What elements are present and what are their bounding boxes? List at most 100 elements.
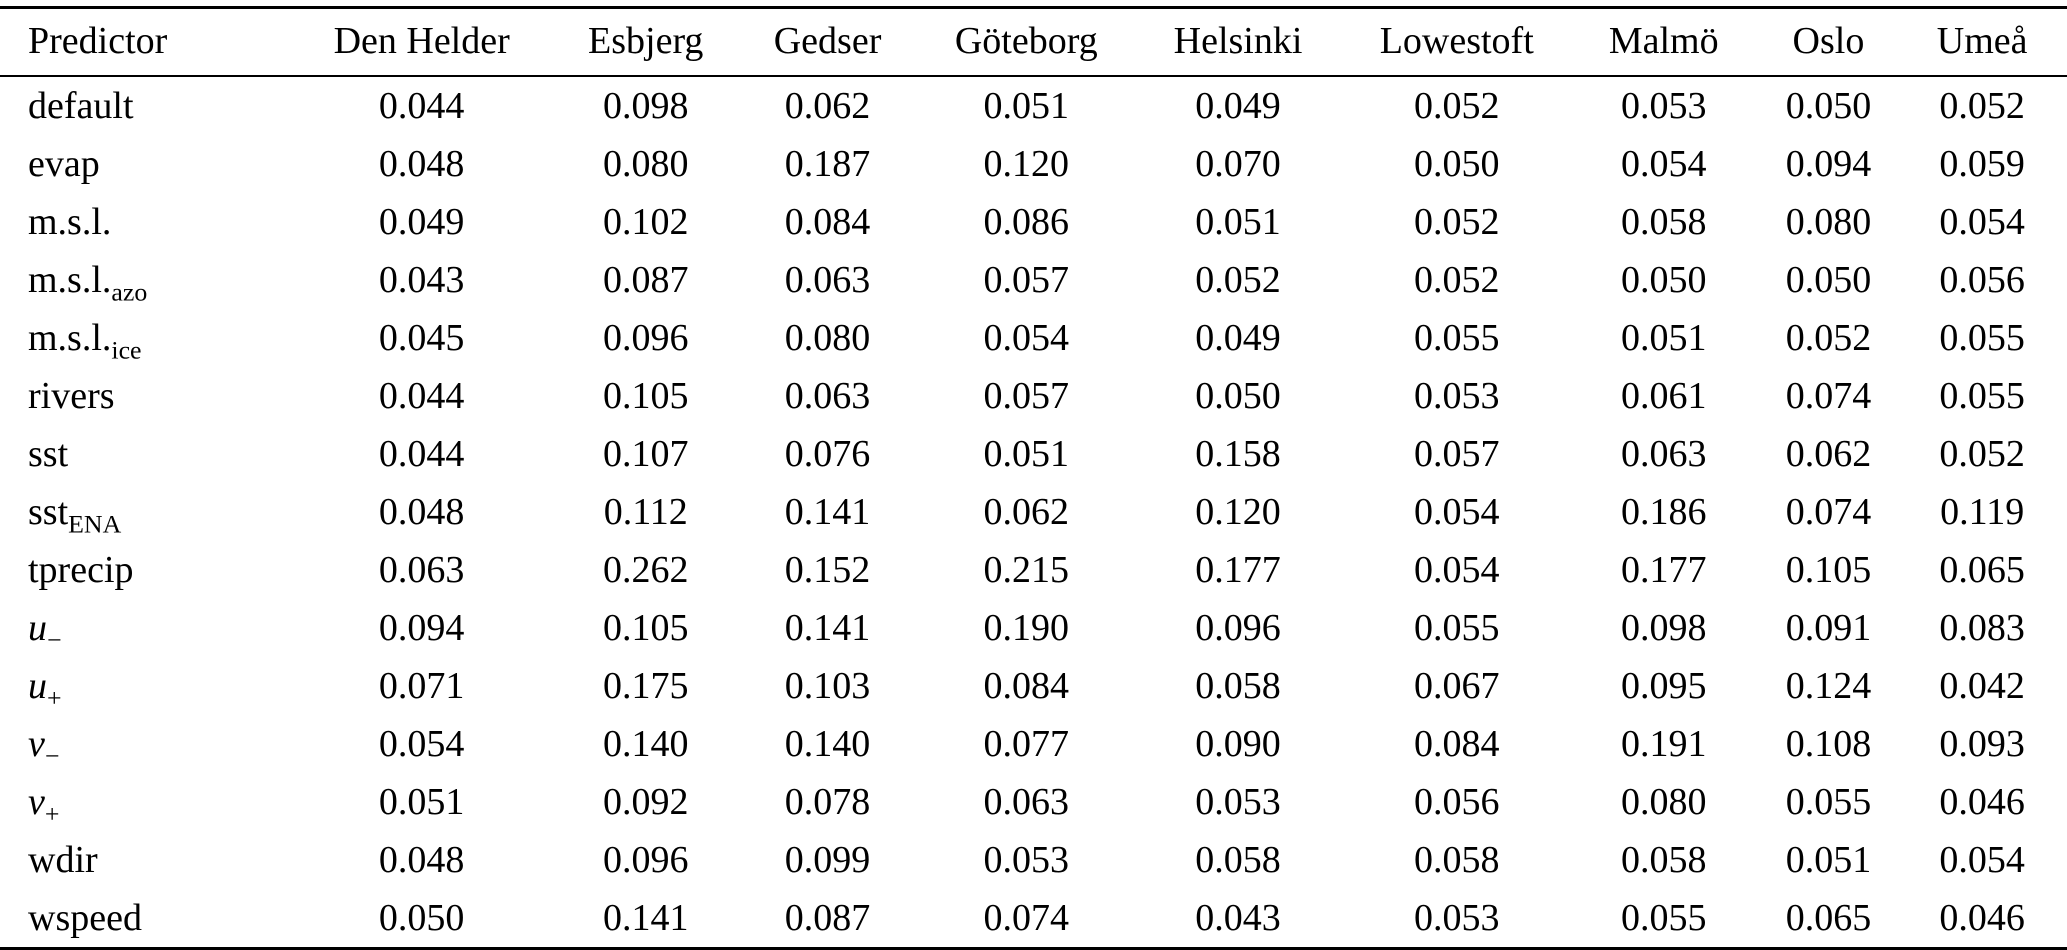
value-cell: 0.046 xyxy=(1939,781,2025,823)
value-cell: 0.177 xyxy=(1620,549,1707,591)
value-cell: 0.084 xyxy=(784,201,871,243)
predictor-label: sst xyxy=(28,433,69,475)
value-cell: 0.052 xyxy=(1785,317,1872,359)
value-cell: 0.054 xyxy=(1413,491,1500,533)
value-cell: 0.103 xyxy=(784,665,871,707)
predictor-label: m.s.l. xyxy=(28,201,112,243)
value-cell: 0.051 xyxy=(983,85,1070,127)
table-row: wspeed 0.050 0.141 0.087 0.074 0.043 0.053 0.05… xyxy=(0,889,2067,949)
value-cell: 0.083 xyxy=(1939,607,2025,649)
predictor-label: v− xyxy=(28,723,60,771)
predictor-label: u+ xyxy=(28,665,62,713)
header-row: Predictor Den Helder Esbjerg Gedser Göteborg… xyxy=(0,8,2067,76)
value-cell: 0.044 xyxy=(378,85,465,127)
value-cell: 0.052 xyxy=(1195,259,1281,301)
table-row: sstENA 0.048 0.112 0.141 0.062 0.120 0.054 0.18… xyxy=(0,483,2067,541)
value-cell: 0.063 xyxy=(1620,433,1707,475)
column-header-station: Esbjerg xyxy=(588,20,704,62)
value-cell: 0.050 xyxy=(1413,143,1500,185)
value-cell: 0.092 xyxy=(602,781,689,823)
predictor-label: m.s.l.azo xyxy=(28,259,148,307)
value-cell: 0.048 xyxy=(378,839,465,881)
value-cell: 0.055 xyxy=(1413,317,1500,359)
predictor-label: m.s.l.ice xyxy=(28,317,142,365)
value-cell: 0.108 xyxy=(1785,723,1872,765)
value-cell: 0.052 xyxy=(1413,85,1500,127)
value-cell: 0.074 xyxy=(983,897,1070,939)
table-row: m.s.l.ice 0.045 0.096 0.080 0.054 0.049 0.055 0… xyxy=(0,309,2067,367)
value-cell: 0.140 xyxy=(602,723,689,765)
value-cell: 0.058 xyxy=(1620,201,1707,243)
value-cell: 0.063 xyxy=(784,375,871,417)
value-cell: 0.054 xyxy=(1413,549,1500,591)
value-cell: 0.052 xyxy=(1939,433,2025,475)
value-cell: 0.061 xyxy=(1620,375,1707,417)
value-cell: 0.190 xyxy=(983,607,1070,649)
predictor-label: evap xyxy=(28,143,100,185)
value-cell: 0.087 xyxy=(784,897,871,939)
value-cell: 0.057 xyxy=(1413,433,1500,475)
value-cell: 0.055 xyxy=(1413,607,1500,649)
value-cell: 0.058 xyxy=(1620,839,1707,881)
value-cell: 0.053 xyxy=(983,839,1070,881)
table-body: default 0.044 0.098 0.062 0.051 0.049 0.052 0.0… xyxy=(0,76,2067,949)
predictor-label: sstENA xyxy=(28,491,122,539)
value-cell: 0.051 xyxy=(1195,201,1281,243)
table-row: sst 0.044 0.107 0.076 0.051 0.158 0.057 0.063 0.… xyxy=(0,425,2067,483)
value-cell: 0.062 xyxy=(983,491,1070,533)
value-cell: 0.084 xyxy=(983,665,1070,707)
table-row: default 0.044 0.098 0.062 0.051 0.049 0.052 0.0… xyxy=(0,76,2067,135)
value-cell: 0.095 xyxy=(1620,665,1707,707)
value-cell: 0.112 xyxy=(603,491,688,533)
value-cell: 0.054 xyxy=(378,723,465,765)
predictor-label: u− xyxy=(28,607,62,655)
value-cell: 0.053 xyxy=(1413,897,1500,939)
value-cell: 0.120 xyxy=(1195,491,1281,533)
value-cell: 0.057 xyxy=(983,259,1070,301)
value-cell: 0.046 xyxy=(1939,897,2025,939)
value-cell: 0.043 xyxy=(378,259,465,301)
value-cell: 0.054 xyxy=(1939,201,2025,243)
value-cell: 0.052 xyxy=(1413,259,1500,301)
table-head: Predictor Den Helder Esbjerg Gedser Göteborg… xyxy=(0,8,2067,76)
value-cell: 0.056 xyxy=(1939,259,2025,301)
value-cell: 0.141 xyxy=(784,607,871,649)
value-cell: 0.096 xyxy=(602,839,689,881)
table-row: m.s.l.azo 0.043 0.087 0.063 0.057 0.052 0.052 0… xyxy=(0,251,2067,309)
predictor-label: tprecip xyxy=(28,549,134,591)
value-cell: 0.074 xyxy=(1785,375,1872,417)
value-cell: 0.050 xyxy=(378,897,465,939)
value-cell: 0.094 xyxy=(378,607,465,649)
column-header-station: Den Helder xyxy=(333,20,510,62)
value-cell: 0.177 xyxy=(1195,549,1281,591)
predictor-label: wdir xyxy=(28,839,98,881)
value-cell: 0.105 xyxy=(602,375,689,417)
value-cell: 0.053 xyxy=(1413,375,1500,417)
value-cell: 0.058 xyxy=(1195,665,1281,707)
value-cell: 0.191 xyxy=(1620,723,1707,765)
column-header-station: Helsinki xyxy=(1173,20,1303,62)
table-row: m.s.l. 0.049 0.102 0.084 0.086 0.051 0.052 0.05… xyxy=(0,193,2067,251)
value-cell: 0.152 xyxy=(784,549,871,591)
value-cell: 0.080 xyxy=(784,317,871,359)
value-cell: 0.065 xyxy=(1939,549,2025,591)
value-cell: 0.042 xyxy=(1939,665,2025,707)
value-cell: 0.062 xyxy=(1785,433,1872,475)
predictor-station-table: Predictor Den Helder Esbjerg Gedser Göteborg… xyxy=(0,6,2067,950)
value-cell: 0.086 xyxy=(983,201,1070,243)
value-cell: 0.158 xyxy=(1195,433,1281,475)
value-cell: 0.120 xyxy=(983,143,1070,185)
value-cell: 0.048 xyxy=(378,143,465,185)
value-cell: 0.058 xyxy=(1413,839,1500,881)
value-cell: 0.124 xyxy=(1785,665,1872,707)
value-cell: 0.262 xyxy=(602,549,689,591)
column-header-station: Gedser xyxy=(773,20,882,62)
value-cell: 0.093 xyxy=(1939,723,2025,765)
value-cell: 0.054 xyxy=(1939,839,2025,881)
value-cell: 0.096 xyxy=(1195,607,1281,649)
value-cell: 0.080 xyxy=(1785,201,1872,243)
value-cell: 0.053 xyxy=(1195,781,1281,823)
table-row: v+ 0.051 0.092 0.078 0.063 0.053 0.056 0.080 0.0… xyxy=(0,773,2067,831)
table-row: v− 0.054 0.140 0.140 0.077 0.090 0.084 0.191 0.1… xyxy=(0,715,2067,773)
value-cell: 0.187 xyxy=(784,143,871,185)
